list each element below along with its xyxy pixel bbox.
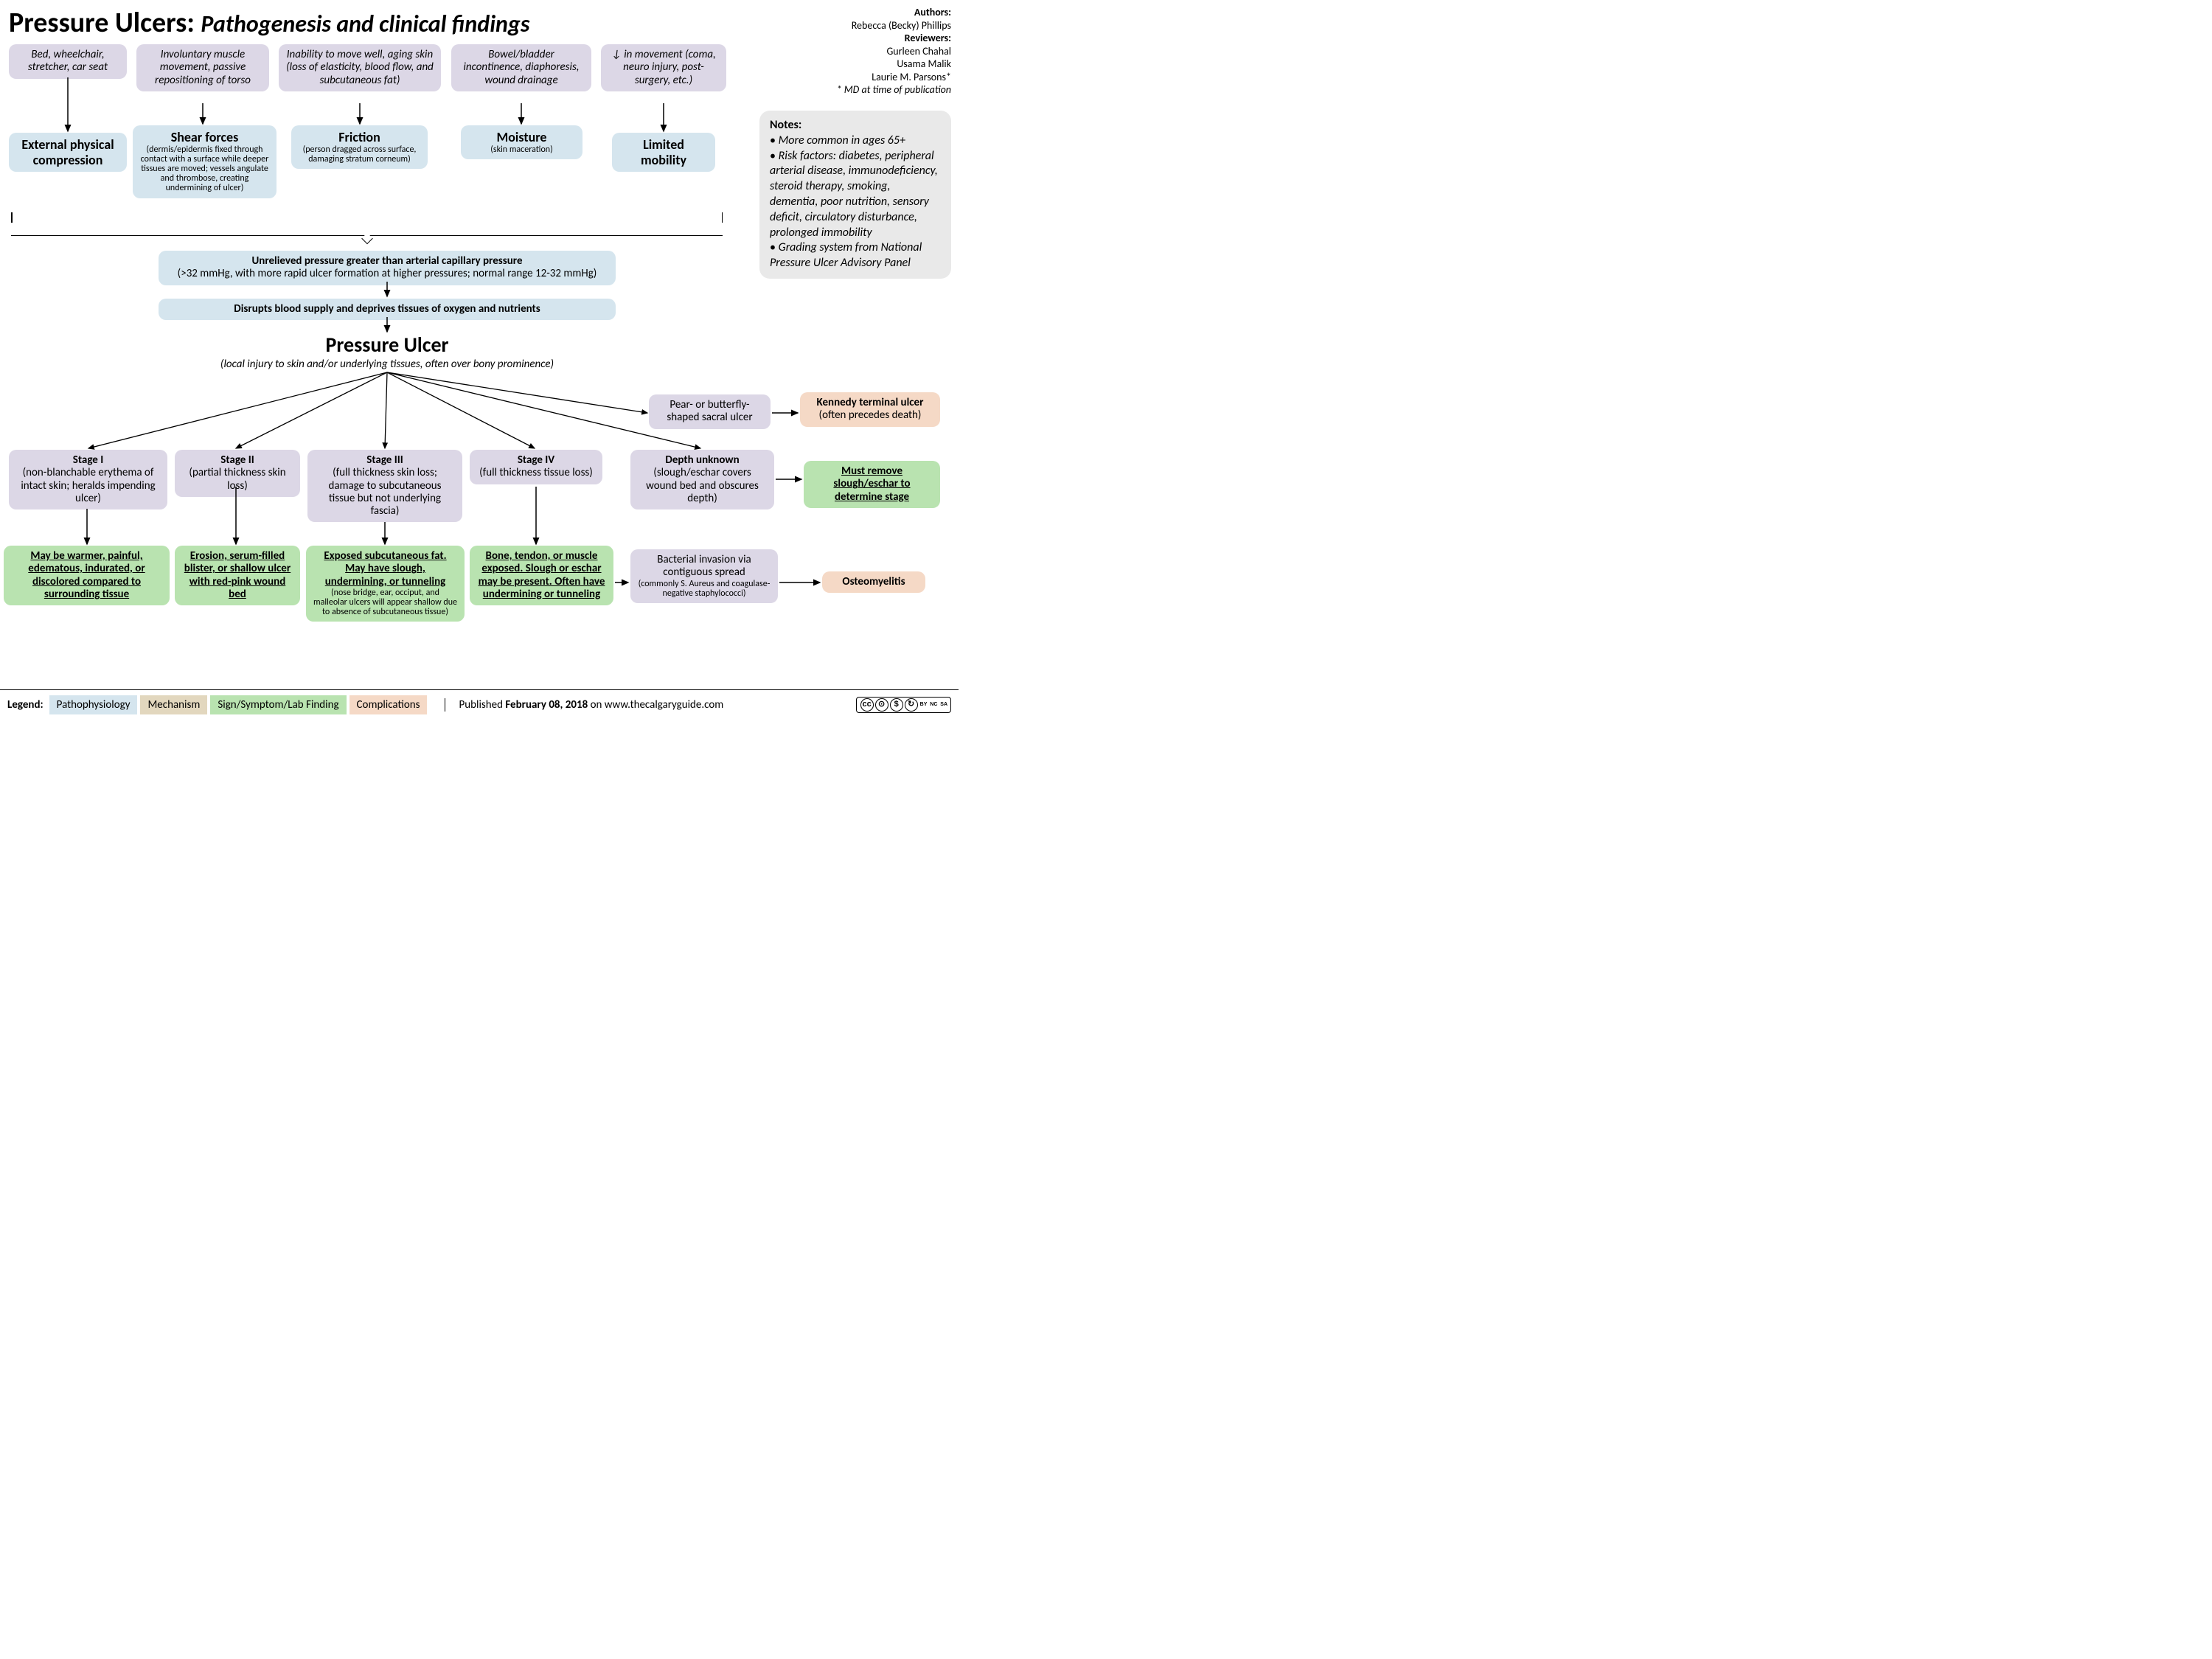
title-main: Pressure Ulcers: [9,6,195,40]
note2: Risk factors: diabetes, peripheral arter… [770,149,941,241]
finding-s3: Exposed subcutaneous fat. May have sloug… [306,546,465,622]
cc-text: BY NC SA [920,702,947,707]
cause-inability: Inability to move well, aging skin (loss… [279,44,441,91]
s3s: (full thickness skin loss; damage to sub… [315,467,455,518]
cause-bowel: Bowel/bladder incontinence, diaphoresis,… [451,44,591,91]
depth-unknown: Depth unknown (slough/eschar covers woun… [630,450,774,509]
cause-muscle: Involuntary muscle movement, passive rep… [136,44,269,91]
pub2: February 08, 2018 [505,698,588,712]
cause-movement: ↓ in movement (coma, neuro injury, post-… [601,44,726,91]
stage1: Stage I (non-blanchable erythema of inta… [9,450,167,509]
s4s: (full thickness tissue loss) [477,467,595,479]
stage4: Stage IV (full thickness tissue loss) [470,450,602,484]
osteomyelitis: Osteomyelitis [822,571,925,593]
kennedy-r: (often precedes death) [819,408,922,422]
s4t: Stage IV [477,454,595,467]
sa-icon: ↻ [905,698,918,712]
remove-slough: Must remove slough/eschar to determine s… [804,461,940,508]
title-sub: Pathogenesis and clinical findings [201,10,529,38]
cause-bed: Bed, wheelchair, stretcher, car seat [9,44,127,79]
credits-foot: * MD at time of publication [774,83,951,97]
rev1: Gurleen Chahal [774,45,951,58]
factor-compression: External physical compression [9,133,127,172]
s1t: Stage I [16,454,160,467]
s2t: Stage II [182,454,293,467]
legend-sign: Sign/Symptom/Lab Finding [210,695,346,714]
mid-disrupt: Disrupts blood supply and deprives tissu… [159,299,616,320]
authors-hdr: Authors: [774,6,951,19]
legend-bar: Legend: Pathophysiology Mechanism Sign/S… [0,689,959,719]
note3: Grading system from National Pressure Ul… [770,240,941,271]
pub1: Published [459,698,505,712]
s3t: Stage III [315,454,455,467]
rev2: Usama Malik [774,58,951,71]
publication: Published February 08, 2018 on www.theca… [445,698,723,712]
moisture-s: (skin maceration) [468,145,575,155]
finding-s1: May be warmer, painful, edematous, indur… [4,546,170,605]
stage3: Stage III (full thickness skin loss; dam… [307,450,462,522]
stage2: Stage II (partial thickness skin loss) [175,450,300,497]
mid-p1t: Unrelieved pressure greater than arteria… [166,255,608,268]
kennedy-b: Kennedy terminal ulcer [817,396,924,409]
author: Rebecca (Becky) Phillips [774,19,951,32]
pear-box: Pear- or butterfly-shaped sacral ulcer [649,394,771,429]
finding-s2: Erosion, serum-filled blister, or shallo… [175,546,300,605]
dut: Depth unknown [638,454,767,467]
finding-s4: Bone, tendon, or muscle exposed. Slough … [470,546,613,605]
bacterial: Bacterial invasion via contiguous spread… [630,549,778,603]
notes-hdr: Notes: [770,118,941,133]
s2s: (partial thickness skin loss) [182,467,293,493]
s1s: (non-blanchable erythema of intact skin;… [16,467,160,505]
friction-t: Friction [299,130,420,145]
f3t: Exposed subcutaneous fat. May have sloug… [313,550,457,588]
rev3: Laurie M. Parsons* [774,71,951,84]
nc-icon: $ [890,698,903,712]
mid-p1s: (>32 mmHg, with more rapid ulcer formati… [166,268,608,280]
dus: (slough/eschar covers wound bed and obsc… [638,467,767,505]
pu-s: (local injury to skin and/or underlying … [155,358,619,371]
factor-mobility: Limited mobility [612,133,715,172]
shear-s: (dermis/epidermis fixed through contact … [140,145,269,194]
friction-s: (person dragged across surface, damaging… [299,145,420,164]
factor-moisture: Moisture (skin maceration) [461,125,582,159]
bact-t: Bacterial invasion via contiguous spread [638,554,771,580]
legend-patho: Pathophysiology [49,695,138,714]
kennedy: Kennedy terminal ulcer (often precedes d… [800,392,940,427]
brace [11,223,723,236]
note1: More common in ages 65+ [770,133,941,149]
reviewers-hdr: Reviewers: [774,32,951,45]
pressure-ulcer-heading: Pressure Ulcer (local injury to skin and… [155,332,619,371]
compression-t: External physical compression [16,137,119,167]
cc-icon: cc [860,698,874,712]
legend-comp: Complications [349,695,428,714]
bact-s: (commonly S. Aureus and coagulase-negati… [638,580,771,599]
f3s: (nose bridge, ear, occiput, and malleola… [313,588,457,618]
pu-t: Pressure Ulcer [155,332,619,358]
cc-badge: cc ⊙ $ ↻ BY NC SA [856,697,951,713]
shear-t: Shear forces [140,130,269,145]
mid-pressure: Unrelieved pressure greater than arteria… [159,251,616,285]
moisture-t: Moisture [468,130,575,145]
legend-mech: Mechanism [140,695,207,714]
legend-label: Legend: [7,698,44,712]
page-title: Pressure Ulcers: Pathogenesis and clinic… [9,6,529,40]
factor-shear: Shear forces (dermis/epidermis fixed thr… [133,125,276,198]
notes-box: Notes: More common in ages 65+ Risk fact… [759,111,951,279]
pub3: on www.thecalgaryguide.com [588,698,723,712]
factor-friction: Friction (person dragged across surface,… [291,125,428,169]
by-icon: ⊙ [875,698,888,712]
credits: Authors: Rebecca (Becky) Phillips Review… [774,6,951,97]
mobility-t: Limited mobility [619,137,708,167]
